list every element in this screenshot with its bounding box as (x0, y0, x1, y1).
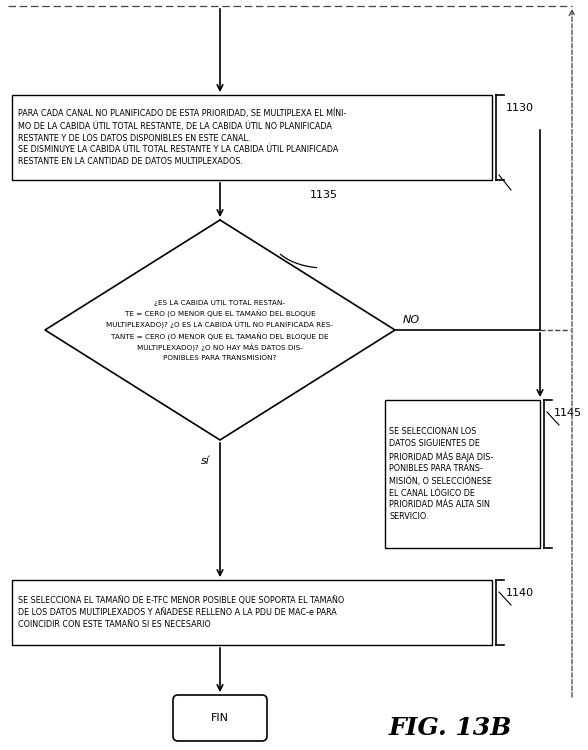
Text: SE SELECCIONAN LOS
DATOS SIGUIENTES DE
PRIORIDAD MÁS BAJA DIS-
PONIBLES PARA TRA: SE SELECCIONAN LOS DATOS SIGUIENTES DE P… (389, 427, 493, 521)
Text: 1135: 1135 (310, 190, 338, 200)
Text: 1130: 1130 (506, 103, 534, 113)
Text: sí: sí (201, 456, 209, 466)
Bar (12, 580, 492, 645)
Text: 1140: 1140 (506, 588, 534, 598)
Text: ¿ES LA CABIDA ÚTIL TOTAL RESTAN-
TE = CERO (O MENOR QUE EL TAMAÑO DEL BLOQUE
MUL: ¿ES LA CABIDA ÚTIL TOTAL RESTAN- TE = CE… (106, 298, 333, 362)
Polygon shape (45, 220, 395, 440)
Text: FIN: FIN (211, 713, 229, 723)
Bar (12, 95, 492, 180)
Bar (385, 400, 540, 548)
Text: PARA CADA CANAL NO PLANIFICADO DE ESTA PRIORIDAD, SE MULTIPLEXA EL MÍNI-
MO DE L: PARA CADA CANAL NO PLANIFICADO DE ESTA P… (18, 109, 346, 166)
Text: 1145: 1145 (554, 408, 582, 418)
FancyBboxPatch shape (173, 695, 267, 741)
Text: SE SELECCIONA EL TAMAÑO DE E-TFC MENOR POSIBLE QUE SOPORTA EL TAMAÑO
DE LOS DATO: SE SELECCIONA EL TAMAÑO DE E-TFC MENOR P… (18, 596, 344, 628)
Text: NO: NO (403, 315, 420, 325)
Text: FIG. 13B: FIG. 13B (388, 716, 512, 740)
